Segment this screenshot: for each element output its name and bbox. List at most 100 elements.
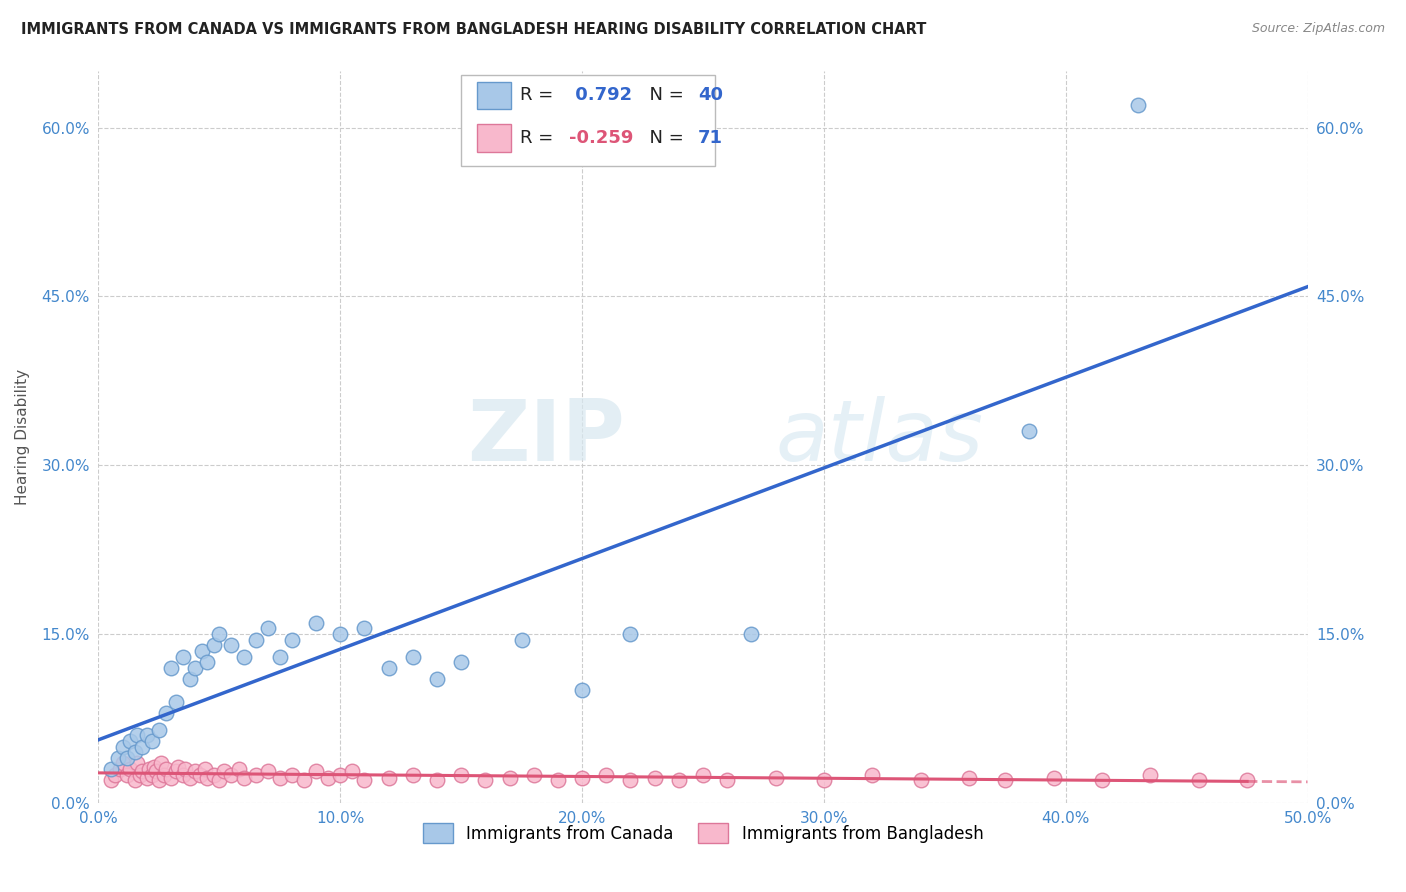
Point: [174, 762, 197, 776]
Point: [111, 739, 134, 754]
Point: [204, 767, 226, 781]
Point: [402, 767, 425, 781]
Point: [377, 771, 399, 785]
Point: [740, 627, 762, 641]
Point: [1042, 771, 1064, 785]
Text: R =: R =: [520, 129, 560, 147]
Point: [245, 632, 267, 647]
Point: [165, 694, 187, 708]
Point: [100, 773, 122, 788]
Text: -0.259: -0.259: [569, 129, 633, 147]
Point: [141, 734, 163, 748]
Point: [195, 771, 218, 785]
Point: [212, 764, 235, 779]
Point: [692, 767, 714, 781]
Point: [281, 767, 304, 781]
Point: [221, 767, 243, 781]
Point: [450, 655, 472, 669]
Y-axis label: Hearing Disability: Hearing Disability: [15, 369, 31, 505]
Point: [124, 773, 146, 788]
Point: [353, 773, 375, 788]
Point: [813, 773, 835, 788]
Point: [1128, 98, 1150, 112]
Point: [143, 760, 166, 774]
Point: [165, 764, 187, 779]
Point: [269, 771, 291, 785]
Point: [353, 621, 375, 635]
Point: [117, 767, 139, 781]
Point: [111, 756, 134, 771]
Point: [167, 760, 190, 774]
Point: [160, 771, 183, 785]
Point: [179, 771, 201, 785]
Point: [765, 771, 787, 785]
Point: [474, 773, 496, 788]
Point: [179, 672, 201, 686]
Point: [281, 632, 304, 647]
Text: N =: N =: [638, 87, 689, 104]
Point: [329, 767, 352, 781]
Point: [377, 661, 399, 675]
Point: [188, 767, 211, 781]
Point: [316, 771, 339, 785]
Point: [145, 764, 167, 779]
Point: [860, 767, 883, 781]
Point: [118, 762, 141, 776]
Point: [426, 672, 449, 686]
Point: [208, 773, 231, 788]
Point: [118, 734, 141, 748]
Point: [595, 767, 617, 781]
Point: [292, 773, 315, 788]
Point: [184, 764, 207, 779]
Point: [571, 683, 593, 698]
FancyBboxPatch shape: [477, 124, 510, 152]
Point: [256, 621, 278, 635]
Point: [184, 661, 207, 675]
Point: [204, 638, 226, 652]
Point: [195, 655, 218, 669]
Point: [131, 764, 153, 779]
Point: [245, 767, 267, 781]
Point: [107, 751, 129, 765]
Point: [547, 773, 569, 788]
Point: [228, 762, 250, 776]
Legend: Immigrants from Canada, Immigrants from Bangladesh: Immigrants from Canada, Immigrants from …: [416, 817, 990, 849]
Point: [305, 615, 328, 630]
Point: [329, 627, 352, 641]
Text: 71: 71: [699, 129, 723, 147]
Point: [135, 728, 157, 742]
Point: [619, 773, 641, 788]
Point: [450, 767, 472, 781]
Point: [957, 771, 980, 785]
Point: [994, 773, 1017, 788]
Point: [1139, 767, 1161, 781]
Text: Source: ZipAtlas.com: Source: ZipAtlas.com: [1251, 22, 1385, 36]
Point: [716, 773, 738, 788]
Point: [523, 767, 546, 781]
Point: [1018, 425, 1040, 439]
Point: [172, 767, 194, 781]
Point: [498, 771, 520, 785]
Point: [131, 739, 153, 754]
Point: [148, 723, 170, 737]
Point: [135, 771, 157, 785]
Point: [208, 627, 231, 641]
Text: N =: N =: [638, 129, 689, 147]
Point: [510, 632, 533, 647]
Point: [232, 649, 254, 664]
Text: IMMIGRANTS FROM CANADA VS IMMIGRANTS FROM BANGLADESH HEARING DISABILITY CORRELAT: IMMIGRANTS FROM CANADA VS IMMIGRANTS FRO…: [21, 22, 927, 37]
Point: [155, 706, 177, 720]
Text: 0.792: 0.792: [569, 87, 631, 104]
Point: [138, 762, 160, 776]
Point: [155, 762, 177, 776]
Point: [194, 762, 217, 776]
Point: [127, 756, 149, 771]
Point: [305, 764, 328, 779]
Point: [104, 767, 127, 781]
Point: [221, 638, 243, 652]
Point: [644, 771, 666, 785]
FancyBboxPatch shape: [461, 75, 716, 167]
Point: [108, 762, 131, 776]
Point: [127, 728, 149, 742]
Point: [426, 773, 449, 788]
